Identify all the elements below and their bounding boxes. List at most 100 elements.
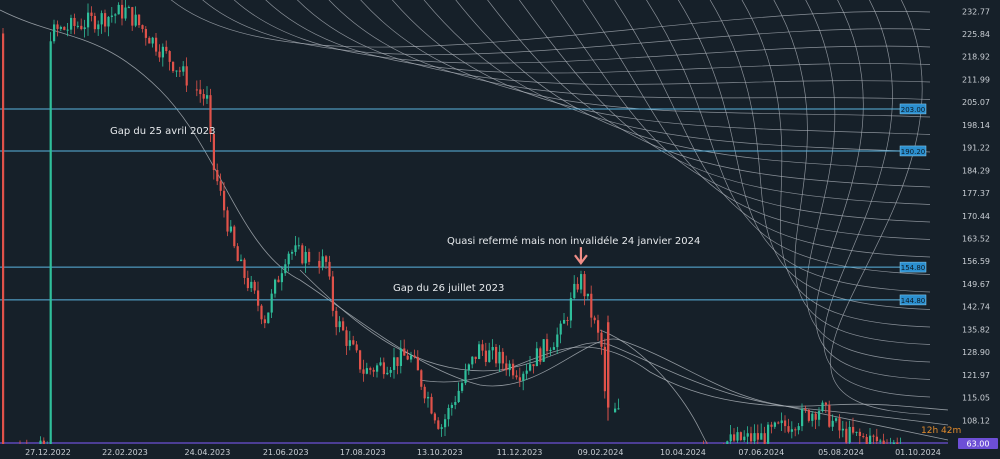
candle-body (2, 33, 5, 451)
level-tag (899, 294, 927, 306)
candle-body (566, 319, 569, 321)
candle-body (267, 312, 270, 324)
candle-body (342, 321, 345, 331)
candle-body (318, 260, 321, 268)
candle-body (430, 396, 433, 414)
candle-body (382, 362, 385, 375)
candle-body (865, 436, 868, 447)
candle-body (348, 340, 351, 346)
candle-body (138, 14, 141, 26)
y-tick-label: 198.14 (962, 121, 990, 130)
candle-body (243, 259, 246, 278)
candle-body (141, 25, 144, 30)
candle-body (773, 422, 776, 427)
candle-body (760, 433, 763, 440)
candle-body (325, 256, 328, 262)
candle-body (246, 277, 249, 289)
candle-body (546, 339, 549, 352)
x-tick-label: 05.08.2024 (818, 448, 864, 457)
x-tick-label: 09.02.2024 (578, 448, 624, 457)
candle-body (590, 293, 593, 318)
candle-body (498, 351, 501, 364)
candle-body (100, 13, 103, 25)
candle-body (328, 261, 331, 277)
y-tick-label: 232.77 (962, 7, 990, 16)
candle-body (97, 24, 100, 30)
candle-body (83, 27, 86, 30)
candle-body (882, 440, 885, 447)
y-tick-label: 163.52 (962, 234, 990, 243)
candle-body (593, 317, 596, 321)
candle-body (206, 95, 209, 99)
candle-body (110, 15, 113, 17)
current-price-label: 63.00 (967, 440, 990, 449)
ma-curve (297, 0, 931, 85)
y-tick-label: 142.74 (962, 303, 990, 312)
candle-body (117, 4, 120, 15)
y-tick-label: 149.67 (962, 280, 990, 289)
candle-body (780, 420, 783, 424)
x-tick-label: 27.12.2022 (25, 448, 71, 457)
candle-body (875, 436, 878, 442)
ma-curve (234, 0, 931, 64)
candle-body (542, 339, 545, 362)
candle-body (777, 422, 780, 424)
level-tag-label: 144.80 (901, 297, 926, 305)
candle-body (297, 245, 300, 247)
ma-curve (392, 0, 931, 135)
candle-body (512, 363, 515, 376)
candle-body (508, 363, 511, 371)
candle-body (250, 281, 253, 289)
ma-curve (773, 0, 931, 345)
candle-body (580, 274, 583, 290)
candle-body (158, 51, 161, 58)
candle-body (464, 370, 467, 384)
candle-body (359, 350, 362, 370)
candle-body (352, 340, 355, 345)
level-tag-label: 190.20 (901, 148, 926, 156)
candle-body (600, 332, 603, 347)
candle-body (212, 133, 215, 170)
bar-countdown: 12h 42m (921, 426, 962, 436)
y-tick-label: 128.90 (962, 348, 990, 357)
candle-body (277, 279, 280, 283)
candle-body (787, 426, 790, 432)
candle-body (121, 4, 124, 19)
y-tick-label: 170.44 (962, 212, 990, 221)
candle-body (49, 41, 52, 445)
candle-body (739, 432, 742, 441)
level-tag (899, 145, 927, 157)
candle-body (491, 346, 494, 351)
candle-body (127, 7, 130, 9)
candle-body (532, 364, 535, 367)
x-tick-label: 24.04.2023 (185, 448, 231, 457)
candle-body (855, 431, 858, 433)
candle-body (178, 70, 181, 72)
candle-body (811, 413, 814, 421)
candle-body (209, 95, 212, 134)
candle-body (872, 435, 875, 437)
candle-body (379, 362, 382, 366)
candle-body (563, 319, 566, 324)
level-tag (899, 261, 927, 273)
candle-body (223, 190, 226, 211)
y-tick-label: 211.99 (962, 75, 990, 84)
ma-curve (487, 0, 931, 188)
level-tag-label: 203.00 (901, 106, 926, 114)
candle-body (471, 356, 474, 365)
ma-curve (741, 0, 931, 328)
candle-body (161, 46, 164, 58)
candle-body (790, 429, 793, 432)
candle-body (576, 283, 579, 290)
candle-body (73, 17, 76, 26)
candle-body (818, 411, 821, 420)
y-tick-label: 225.84 (962, 30, 990, 39)
candle-body (743, 436, 746, 441)
candle-body (603, 346, 606, 392)
candle-body (440, 427, 443, 429)
candle-body (484, 350, 487, 362)
candle-body (90, 12, 93, 16)
